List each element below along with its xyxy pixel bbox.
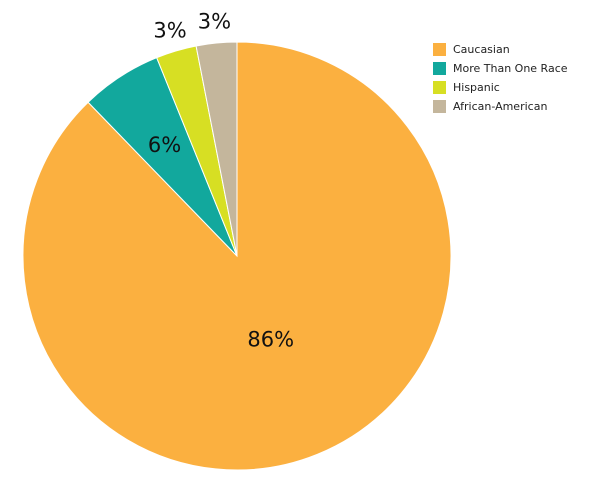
legend-swatch-more-than-one-race [433,62,446,75]
slice-label-caucasian: 86% [247,327,294,351]
slice-label-hispanic: 3% [153,18,186,42]
legend-label-hispanic: Hispanic [453,81,500,94]
slice-label-more-than-one-race: 6% [148,133,181,157]
legend-swatch-caucasian [433,43,446,56]
legend: Caucasian More Than One Race Hispanic Afric… [433,43,568,113]
pie-slice-african-american [195,41,238,257]
pie-slices [22,41,452,471]
legend-label-african-american: African-American [453,100,547,113]
legend-label-more-than-one-race: More Than One Race [453,62,568,75]
slice-label-african-american: 3% [198,10,231,34]
legend-swatch-hispanic [433,81,446,94]
legend-swatch-african-american [433,100,446,113]
legend-label-caucasian: Caucasian [453,43,510,56]
slice-labels: 86% 6% 3% 3% [148,10,294,352]
